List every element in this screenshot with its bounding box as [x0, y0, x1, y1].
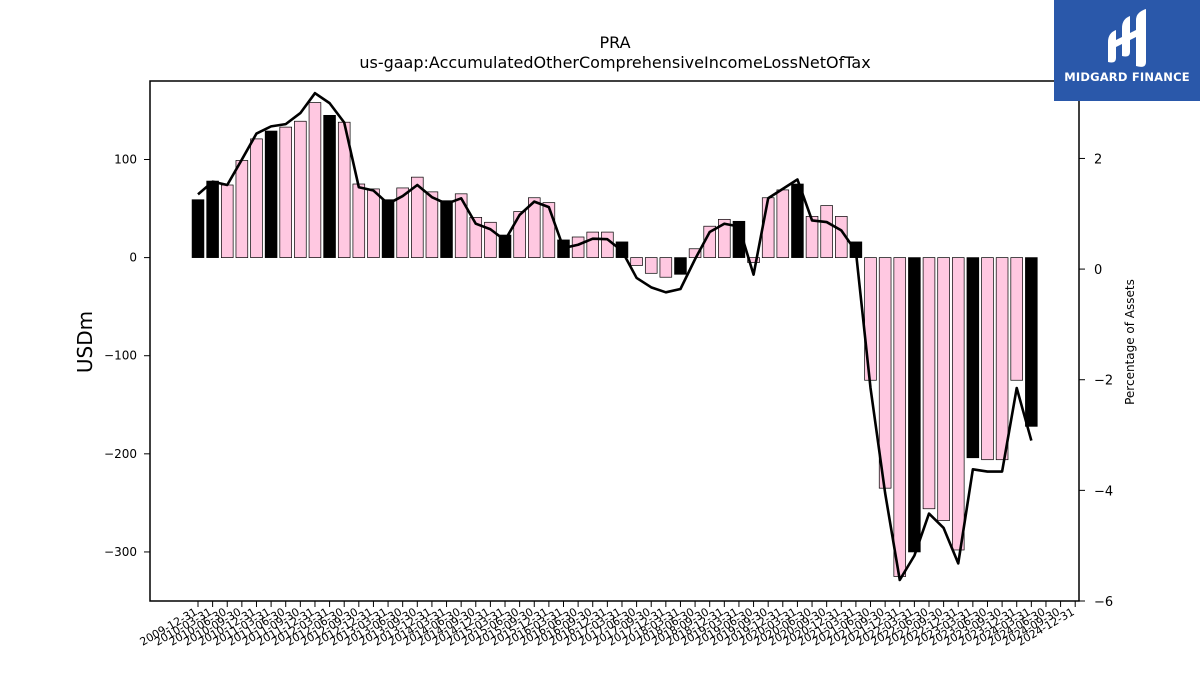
logo-text: MIDGARD FINANCE: [1064, 70, 1190, 84]
bar: [893, 257, 907, 577]
y-tick-label: −200: [104, 447, 137, 461]
line-series: [197, 91, 1033, 582]
bar: [323, 114, 336, 258]
bar: [732, 220, 746, 258]
bar: [776, 189, 790, 258]
bar: [250, 138, 263, 258]
plot-frame: [149, 80, 1080, 602]
bar: [674, 257, 687, 275]
bar: [411, 176, 424, 258]
bar: [1010, 257, 1023, 381]
chart-subtitle: us-gaap:AccumulatedOtherComprehensiveInc…: [359, 53, 870, 72]
bar: [761, 197, 775, 258]
right-y-axis: −6 −4 −2 0 2: [1079, 152, 1113, 610]
y-axis-label-right: Percentage of Assets: [1123, 279, 1137, 405]
bar: [396, 187, 409, 258]
bar: [220, 184, 234, 258]
bar: [264, 130, 278, 258]
bar: [528, 197, 541, 258]
bar: [352, 183, 366, 258]
bar: [294, 120, 307, 258]
y-tick-label: 100: [114, 152, 137, 166]
bar: [791, 183, 804, 258]
chart-title: PRA: [599, 33, 630, 52]
bar: [235, 160, 249, 258]
bar-series: [191, 102, 1038, 577]
bar: [864, 257, 877, 381]
y-right-tick-label: −2: [1094, 374, 1113, 389]
y-tick-label: −100: [104, 349, 137, 363]
y-axis-label: USDm: [73, 311, 97, 373]
bar: [922, 257, 936, 510]
bar: [191, 199, 205, 258]
bar: [571, 236, 585, 258]
bar: [454, 193, 468, 258]
bar: [995, 257, 1009, 461]
logo-mark-icon: [1108, 9, 1146, 67]
bar: [542, 202, 556, 258]
series-line: [197, 91, 1033, 582]
bar: [381, 199, 395, 258]
y-tick-label: −300: [104, 545, 137, 559]
bar: [747, 257, 760, 263]
bar: [878, 257, 892, 489]
bar: [279, 126, 292, 258]
bar: [425, 191, 439, 258]
bar: [308, 102, 322, 258]
bar: [601, 231, 614, 258]
y-right-tick-label: −4: [1094, 484, 1113, 499]
bar: [513, 211, 526, 258]
bar: [206, 180, 219, 258]
bar: [644, 257, 658, 274]
bar: [718, 218, 731, 258]
y-right-tick-label: 0: [1094, 263, 1102, 278]
bar: [586, 231, 599, 258]
bar: [440, 200, 453, 258]
bar: [367, 188, 380, 258]
bar: [820, 205, 833, 258]
bar: [937, 257, 950, 521]
bar: [659, 257, 673, 278]
x-axis: 2009-12-312010-03-312010-06-302010-09-30…: [138, 601, 1077, 649]
bar: [630, 257, 643, 266]
bar: [951, 257, 965, 551]
bar: [966, 257, 980, 459]
bar: [981, 257, 994, 461]
bar: [805, 216, 819, 258]
bar: [908, 257, 921, 553]
left-y-axis: −300 −200 −100 0 100: [104, 152, 150, 559]
bar: [484, 221, 497, 258]
y-tick-label: 0: [129, 251, 137, 265]
y-right-tick-label: 2: [1094, 152, 1102, 167]
bar: [1025, 257, 1038, 427]
bar: [469, 217, 483, 258]
bar: [498, 234, 512, 258]
brand-logo: MIDGARD FINANCE: [1054, 0, 1200, 101]
y-right-tick-label: −6: [1094, 595, 1113, 610]
